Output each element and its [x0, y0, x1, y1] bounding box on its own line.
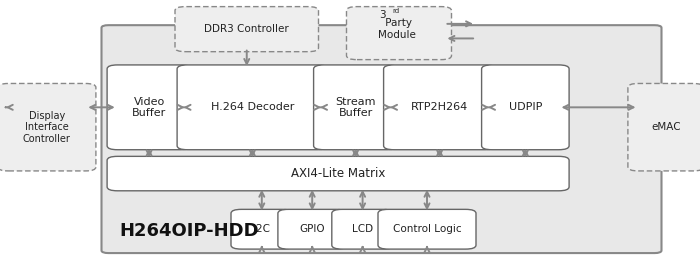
Text: H.264 Decoder: H.264 Decoder [211, 102, 294, 112]
FancyBboxPatch shape [628, 83, 700, 171]
Text: H264OIP-HDD: H264OIP-HDD [119, 222, 258, 240]
FancyBboxPatch shape [0, 83, 96, 171]
Text: Video
Buffer: Video Buffer [132, 96, 166, 118]
Text: 3: 3 [379, 10, 386, 20]
FancyBboxPatch shape [314, 65, 398, 150]
FancyBboxPatch shape [107, 65, 191, 150]
FancyBboxPatch shape [378, 209, 476, 249]
FancyBboxPatch shape [384, 65, 496, 150]
FancyBboxPatch shape [332, 209, 393, 249]
FancyBboxPatch shape [278, 209, 346, 249]
Text: Party
Module: Party Module [378, 18, 416, 40]
Text: DDR3 Controller: DDR3 Controller [204, 24, 289, 34]
Text: rd: rd [392, 8, 399, 14]
Text: AXI4-Lite Matrix: AXI4-Lite Matrix [291, 167, 385, 180]
FancyBboxPatch shape [177, 65, 328, 150]
Text: LCD: LCD [352, 224, 373, 234]
FancyBboxPatch shape [102, 25, 662, 253]
Text: RTP2H264: RTP2H264 [411, 102, 468, 112]
Text: Stream
Buffer: Stream Buffer [335, 96, 376, 118]
FancyBboxPatch shape [175, 7, 318, 52]
FancyBboxPatch shape [231, 209, 293, 249]
Text: I2C: I2C [253, 224, 270, 234]
FancyBboxPatch shape [346, 7, 452, 60]
FancyBboxPatch shape [107, 156, 569, 191]
Text: Control Logic: Control Logic [393, 224, 461, 234]
Text: UDPIP: UDPIP [509, 102, 542, 112]
FancyBboxPatch shape [482, 65, 569, 150]
Text: eMAC: eMAC [651, 122, 680, 132]
Text: GPIO: GPIO [300, 224, 325, 234]
Text: Display
Interface
Controller: Display Interface Controller [23, 111, 71, 144]
